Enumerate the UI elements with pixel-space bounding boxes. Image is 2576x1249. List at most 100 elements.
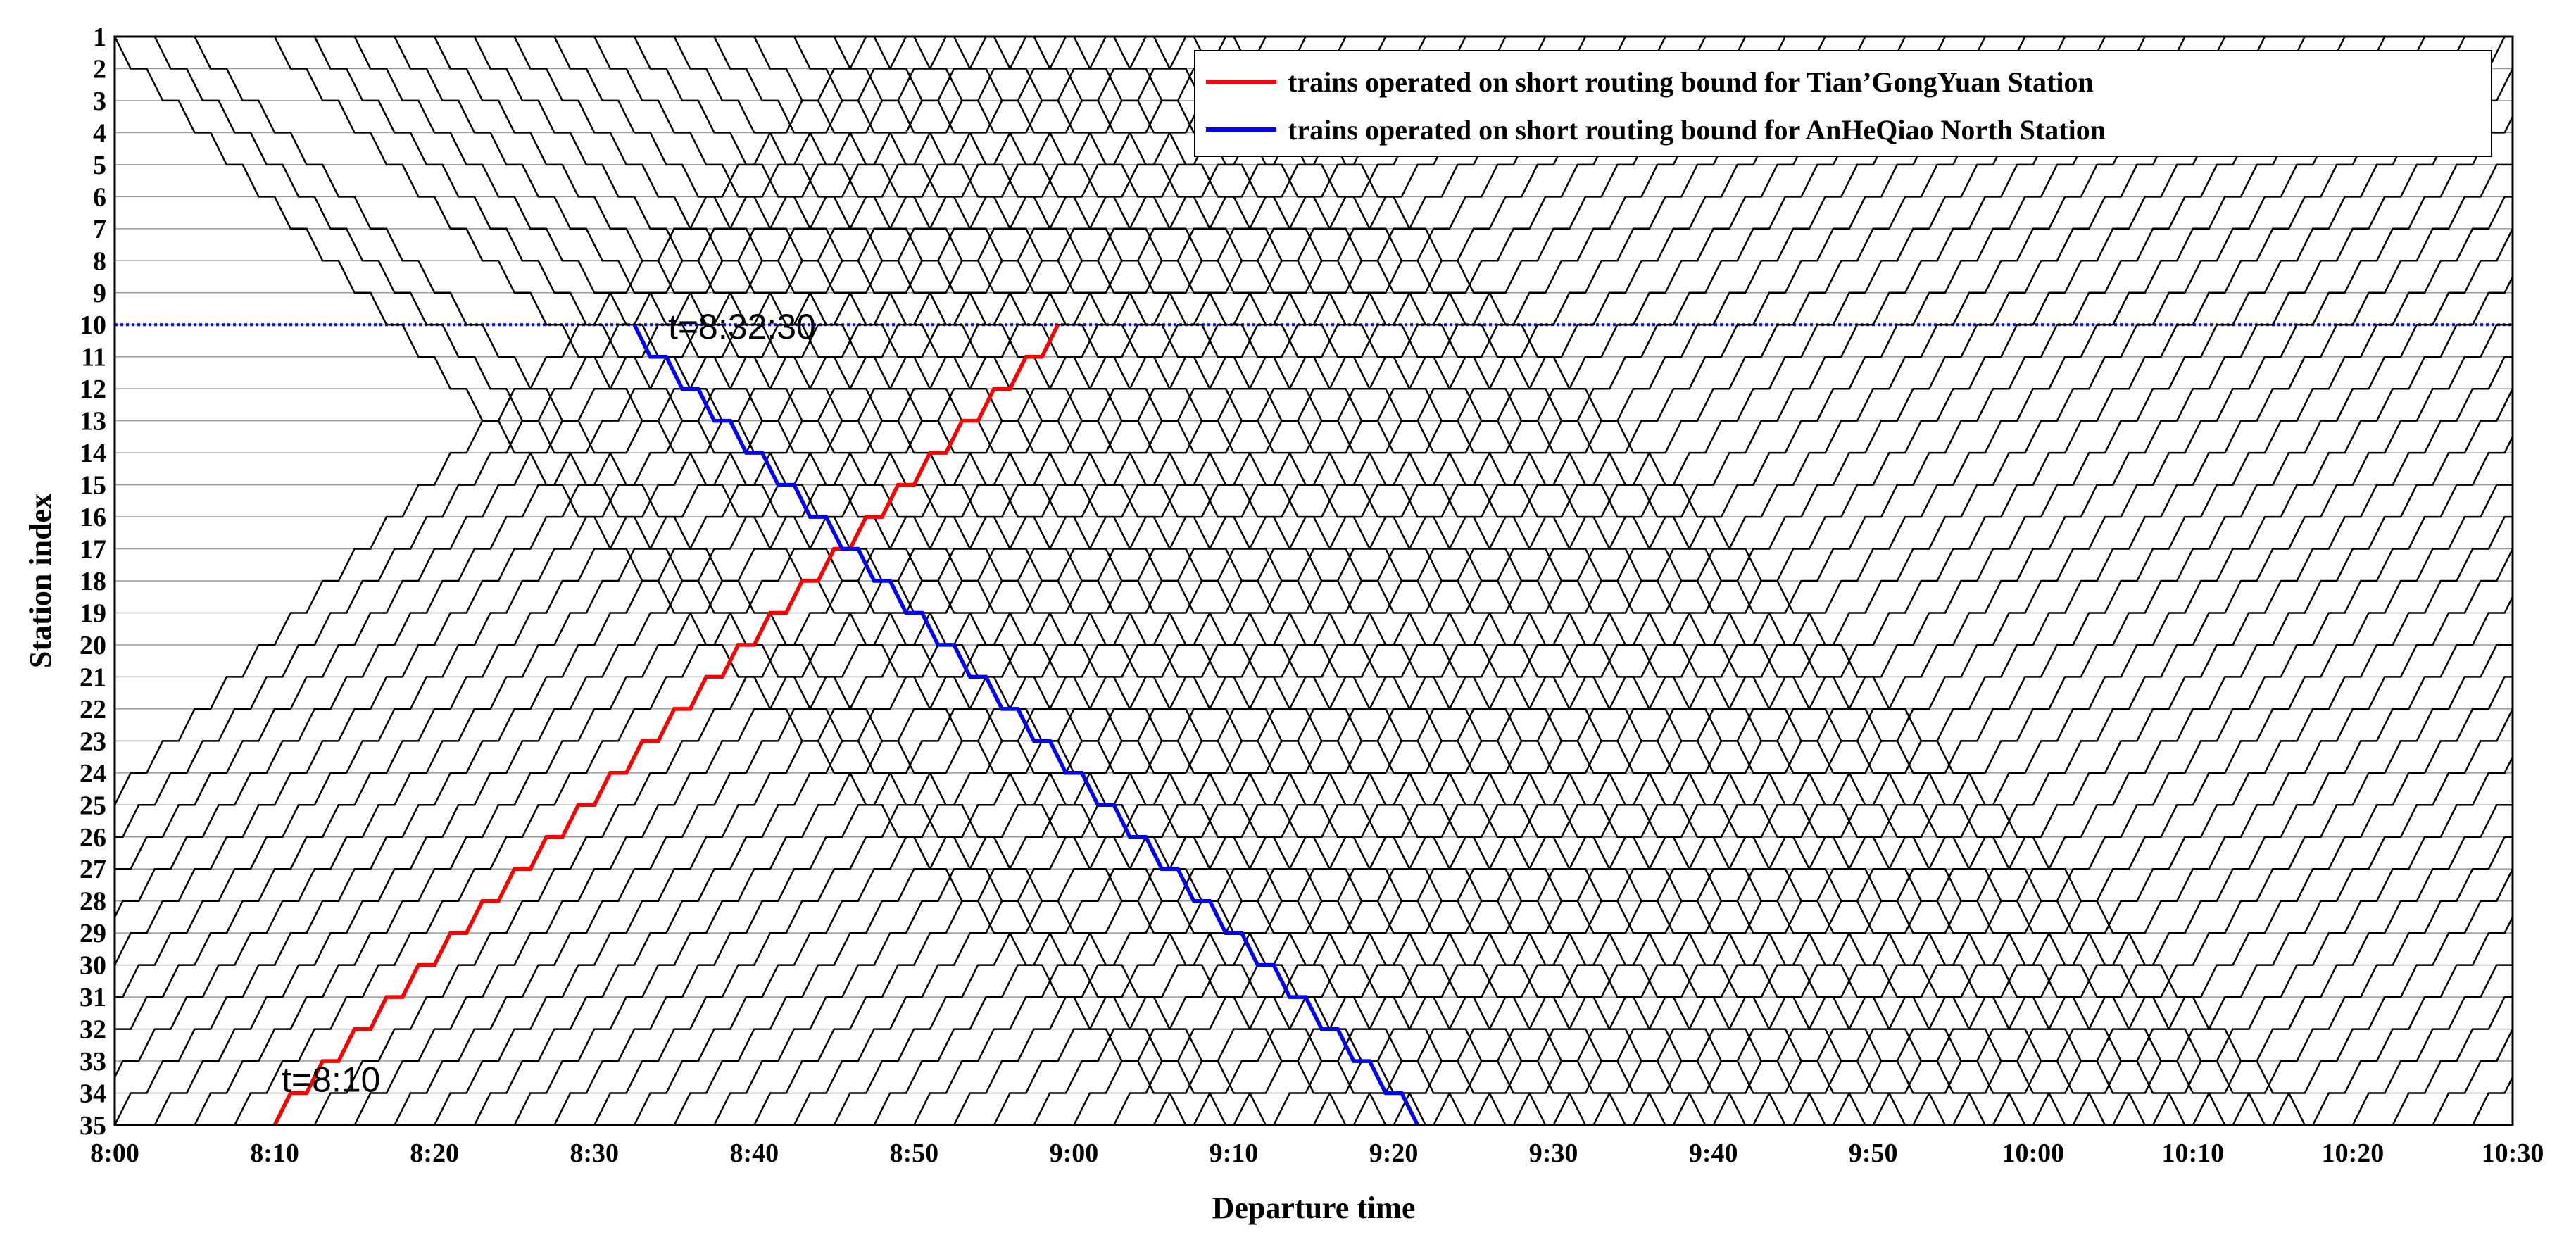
up-train-49: [1712, 322, 2513, 1125]
up-train-46: [1592, 196, 2513, 1125]
legend-box: [1194, 50, 2492, 157]
y-tick-7: 7: [93, 215, 106, 244]
x-tick-940: 9:40: [1689, 1138, 1738, 1168]
y-tick-17: 17: [80, 535, 106, 565]
x-tick-930: 9:30: [1529, 1138, 1578, 1168]
y-tick-10: 10: [80, 310, 106, 340]
y-axis-label: Station index: [23, 494, 58, 668]
x-tick-800: 8:00: [90, 1138, 139, 1168]
y-tick-12: 12: [80, 375, 106, 404]
up-train-10: [153, 37, 1227, 1125]
y-tick-27: 27: [80, 855, 106, 884]
up-train-14: [313, 37, 1387, 1125]
up-train-27: [833, 37, 1906, 1125]
up-train-37: [1233, 37, 2306, 1125]
up-train-26: [793, 37, 1866, 1125]
up-train-12: [234, 37, 1307, 1125]
x-tick-830: 8:30: [570, 1138, 619, 1168]
highlighted-trains: [272, 323, 1420, 1125]
y-tick-4: 4: [93, 118, 106, 148]
y-tick-18: 18: [80, 567, 106, 596]
y-tick-8: 8: [93, 246, 106, 276]
x-tick-1010: 10:10: [2162, 1138, 2225, 1168]
up-train-28: [873, 37, 1947, 1125]
up-train-29: [913, 37, 1986, 1125]
y-tick-31: 31: [80, 983, 106, 1012]
up-train-35: [1152, 37, 2226, 1125]
y-tick-11: 11: [81, 343, 106, 372]
up-train-43: [1472, 68, 2513, 1125]
up-train-36: [1193, 37, 2266, 1125]
x-tick-840: 8:40: [729, 1138, 779, 1168]
up-train-25: [753, 37, 1826, 1125]
y-tick-25: 25: [80, 791, 106, 820]
up-train-59: [2112, 708, 2513, 1125]
up-train-8: [115, 37, 1147, 1079]
series-path-0: [272, 323, 1060, 1125]
up-train-40: [1352, 37, 2426, 1125]
up-train-33: [1073, 37, 2146, 1125]
up-train-34: [1113, 37, 2186, 1125]
y-tick-1: 1: [93, 23, 106, 52]
y-tick-23: 23: [80, 727, 106, 756]
up-train-55: [1952, 548, 2513, 1125]
legend-entry-anheqiao-north: trains operated on short routing bound f…: [1288, 114, 2106, 146]
up-train-51: [1792, 387, 2513, 1125]
y-tick-9: 9: [93, 279, 106, 308]
x-tick-1000: 10:00: [2002, 1138, 2064, 1168]
up-train-5: [115, 37, 1027, 966]
up-train-45: [1552, 163, 2513, 1125]
up-train-7: [115, 37, 1107, 1031]
annotation-short-route-time: t=8:32:30: [668, 307, 816, 346]
up-train-62: [2232, 836, 2513, 1125]
y-tick-35: 35: [80, 1111, 106, 1141]
up-train-3: [115, 37, 947, 872]
y-tick-labels: 1234567891011121314151617181920212223242…: [80, 23, 106, 1141]
y-tick-19: 19: [80, 598, 106, 628]
y-tick-32: 32: [80, 1015, 106, 1045]
up-train-2: [115, 37, 907, 839]
x-tick-950: 9:50: [1849, 1138, 1898, 1168]
x-tick-850: 8:50: [890, 1138, 939, 1168]
up-train-11: [194, 37, 1267, 1125]
train-paths: [115, 37, 2513, 1125]
up-train-38: [1273, 37, 2346, 1125]
up-train-64: [2312, 915, 2513, 1125]
y-tick-24: 24: [80, 759, 106, 789]
up-train-48: [1672, 275, 2513, 1125]
up-train-52: [1832, 434, 2513, 1125]
up-train-32: [1033, 37, 2106, 1125]
up-train-16: [394, 37, 1466, 1125]
annotation-start-time: t=8:10: [282, 1060, 380, 1099]
y-tick-15: 15: [80, 471, 106, 501]
up-train-17: [433, 37, 1507, 1125]
x-tick-labels: 8:00 8:10 8:20 8:30 8:40 8:50 9:00 9:10 9:20 9:30…: [90, 1138, 2544, 1168]
y-tick-29: 29: [80, 919, 106, 948]
y-tick-14: 14: [80, 439, 106, 468]
up-train-20: [553, 37, 1626, 1125]
y-tick-16: 16: [80, 503, 106, 532]
plot-frame: [113, 35, 2514, 1126]
x-tick-900: 9:00: [1050, 1138, 1099, 1168]
up-train-24: [713, 37, 1786, 1125]
up-train-61: [2192, 803, 2513, 1125]
y-tick-21: 21: [80, 663, 106, 692]
legend: trains operated on short routing bound f…: [1194, 50, 2492, 157]
up-train-6: [115, 37, 1067, 998]
x-tick-1030: 10:30: [2482, 1138, 2544, 1168]
up-train-53: [1872, 482, 2513, 1125]
y-tick-2: 2: [93, 54, 106, 84]
y-tick-33: 33: [80, 1047, 106, 1077]
up-train-21: [593, 37, 1666, 1125]
y-tick-30: 30: [80, 951, 106, 981]
up-train-9: [115, 37, 1187, 1125]
up-train-41: [1393, 37, 2466, 1125]
legend-entry-tiangongyuan: trains operated on short routing bound f…: [1288, 66, 2094, 98]
y-tick-22: 22: [80, 695, 106, 724]
y-tick-5: 5: [93, 151, 106, 180]
x-axis-label: Departure time: [1212, 1191, 1416, 1225]
y-tick-20: 20: [80, 631, 106, 660]
up-train-1: [115, 37, 867, 806]
up-train-4: [115, 37, 987, 920]
y-tick-13: 13: [80, 407, 106, 437]
